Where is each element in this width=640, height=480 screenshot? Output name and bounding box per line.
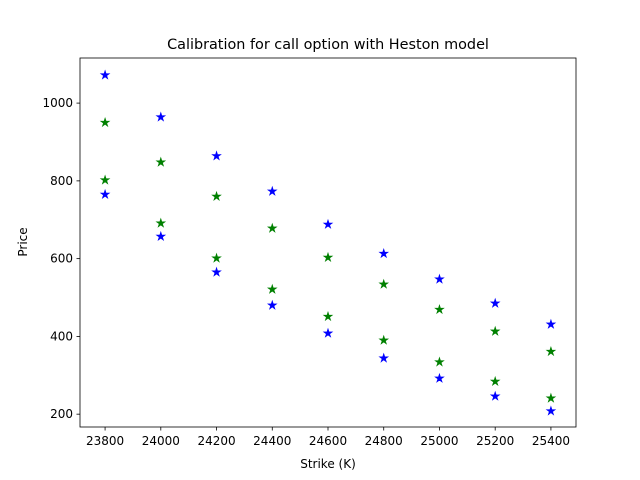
data-point-series-1 bbox=[155, 111, 167, 122]
data-point-series-1 bbox=[99, 69, 111, 80]
data-point-series-4 bbox=[545, 405, 557, 416]
data-point-series-4 bbox=[434, 372, 445, 383]
x-tick-label: 24000 bbox=[142, 434, 180, 448]
x-axis-label: Strike (K) bbox=[300, 457, 356, 471]
x-tick-label: 25000 bbox=[420, 434, 458, 448]
y-axis: 200 400 600 800 1000 bbox=[42, 96, 80, 421]
data-point-series-3 bbox=[545, 392, 557, 403]
data-point-series-3 bbox=[378, 334, 390, 345]
data-point-series-1 bbox=[266, 185, 278, 196]
data-point-series-3 bbox=[155, 217, 167, 228]
plot-area: 23800 24000 24200 24400 24600 24800 25000 25200… bbox=[42, 57, 577, 448]
data-point-series-2 bbox=[489, 325, 501, 336]
data-point-series-3 bbox=[99, 174, 111, 185]
data-point-series-4 bbox=[211, 266, 222, 277]
x-tick-label: 25400 bbox=[532, 434, 570, 448]
data-point-series-1 bbox=[211, 150, 222, 161]
data-point-series-3 bbox=[489, 375, 501, 387]
data-point-series-1 bbox=[378, 248, 390, 259]
data-point-series-4 bbox=[99, 188, 111, 199]
data-points bbox=[99, 69, 557, 416]
y-tick-label: 200 bbox=[50, 407, 73, 421]
x-tick-label: 24200 bbox=[197, 434, 235, 448]
x-tick-label: 24400 bbox=[253, 434, 291, 448]
data-point-series-2 bbox=[99, 116, 111, 128]
data-point-series-4 bbox=[378, 352, 390, 363]
data-point-series-2 bbox=[211, 190, 222, 201]
data-point-series-2 bbox=[155, 156, 167, 167]
y-tick-label: 400 bbox=[50, 329, 73, 343]
x-tick-label: 25200 bbox=[476, 434, 514, 448]
data-point-series-4 bbox=[155, 230, 167, 241]
x-tick-label: 23800 bbox=[86, 434, 124, 448]
x-tick-label: 24600 bbox=[309, 434, 347, 448]
y-tick-label: 600 bbox=[50, 252, 73, 266]
data-point-series-1 bbox=[322, 218, 334, 229]
y-axis-label: Price bbox=[16, 227, 30, 256]
x-axis: 23800 24000 24200 24400 24600 24800 25000 25200… bbox=[86, 427, 570, 448]
data-point-series-3 bbox=[266, 283, 278, 294]
data-point-series-1 bbox=[489, 297, 501, 308]
data-point-series-1 bbox=[545, 318, 557, 329]
chart-title: Calibration for call option with Heston … bbox=[167, 37, 489, 53]
y-tick-label: 800 bbox=[50, 174, 73, 188]
data-point-series-2 bbox=[322, 251, 334, 262]
x-tick-label: 24800 bbox=[365, 434, 403, 448]
data-point-series-2 bbox=[434, 303, 445, 315]
y-tick-label: 1000 bbox=[42, 96, 73, 110]
data-point-series-2 bbox=[545, 345, 557, 357]
data-point-series-3 bbox=[434, 356, 445, 367]
data-point-series-4 bbox=[266, 299, 278, 310]
data-point-series-2 bbox=[378, 278, 390, 289]
data-point-series-3 bbox=[322, 310, 334, 322]
data-point-series-3 bbox=[211, 252, 222, 263]
data-point-series-4 bbox=[489, 390, 501, 401]
data-point-series-4 bbox=[322, 327, 334, 338]
data-point-series-1 bbox=[434, 273, 445, 284]
data-point-series-2 bbox=[266, 222, 278, 233]
